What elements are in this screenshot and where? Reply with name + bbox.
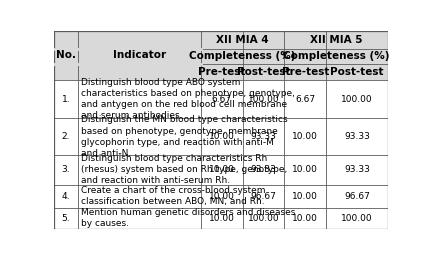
- Text: 93.33: 93.33: [343, 132, 369, 141]
- Text: 93.33: 93.33: [250, 132, 276, 141]
- Bar: [284, 118, 326, 155]
- Text: Distinguish blood type characteristics Rh
(rhesus) system based on Rh type, geno: Distinguish blood type characteristics R…: [80, 154, 286, 186]
- Text: 3.: 3.: [61, 166, 70, 175]
- Bar: [54, 80, 78, 118]
- Text: Post-test: Post-test: [329, 67, 383, 77]
- Bar: [284, 31, 326, 49]
- Text: 10.00: 10.00: [208, 132, 234, 141]
- Bar: [78, 64, 200, 80]
- Text: 10.00: 10.00: [292, 192, 317, 201]
- Bar: [54, 64, 78, 80]
- Bar: [54, 185, 78, 208]
- Bar: [326, 31, 387, 49]
- Bar: [54, 208, 78, 229]
- Bar: [284, 155, 326, 185]
- Bar: [242, 49, 284, 64]
- Text: 10.00: 10.00: [208, 166, 234, 175]
- Text: 96.67: 96.67: [343, 192, 369, 201]
- Text: 10.00: 10.00: [208, 192, 234, 201]
- Bar: [78, 155, 200, 185]
- Bar: [242, 118, 284, 155]
- Bar: [242, 64, 284, 80]
- Text: 100.00: 100.00: [247, 214, 279, 223]
- Bar: [200, 185, 242, 208]
- Text: 10.00: 10.00: [292, 132, 317, 141]
- Bar: [200, 31, 242, 49]
- Bar: [54, 49, 78, 64]
- Bar: [284, 49, 326, 64]
- Text: 10.00: 10.00: [208, 214, 234, 223]
- Text: 2.: 2.: [61, 132, 70, 141]
- Text: 6.67: 6.67: [295, 95, 315, 104]
- Text: Completeness (%): Completeness (%): [282, 51, 388, 61]
- Bar: [326, 118, 387, 155]
- Bar: [242, 80, 284, 118]
- Text: 1.: 1.: [61, 95, 70, 104]
- Text: Indicator: Indicator: [113, 50, 166, 60]
- Bar: [54, 118, 78, 155]
- Bar: [78, 118, 200, 155]
- Bar: [284, 208, 326, 229]
- Bar: [326, 185, 387, 208]
- Bar: [200, 80, 242, 118]
- Bar: [200, 155, 242, 185]
- Text: 93.33: 93.33: [250, 166, 276, 175]
- Bar: [242, 208, 284, 229]
- Bar: [54, 155, 78, 185]
- Text: 93.33: 93.33: [343, 166, 369, 175]
- Bar: [78, 31, 200, 49]
- Bar: [284, 80, 326, 118]
- Bar: [284, 185, 326, 208]
- Bar: [326, 80, 387, 118]
- Text: Pre-test: Pre-test: [197, 67, 245, 77]
- Text: XII MIA 5: XII MIA 5: [309, 35, 362, 45]
- Bar: [242, 31, 284, 49]
- Bar: [326, 208, 387, 229]
- Bar: [54, 31, 78, 49]
- Text: 10.00: 10.00: [292, 166, 317, 175]
- Text: 96.67: 96.67: [250, 192, 276, 201]
- Bar: [326, 64, 387, 80]
- Text: 100.00: 100.00: [341, 214, 372, 223]
- Bar: [200, 64, 242, 80]
- Text: Distinguish blood type ABO system
characteristics based on phenotype, genotype,
: Distinguish blood type ABO system charac…: [80, 78, 294, 120]
- Text: 4.: 4.: [61, 192, 70, 201]
- Bar: [326, 49, 387, 64]
- Bar: [200, 208, 242, 229]
- Text: 10.00: 10.00: [292, 214, 317, 223]
- Text: Distinguish the MN blood type characteristics
based on phenotype, genotype, memb: Distinguish the MN blood type characteri…: [80, 115, 286, 158]
- Bar: [326, 155, 387, 185]
- Bar: [200, 118, 242, 155]
- Text: 5.: 5.: [61, 214, 70, 223]
- Bar: [284, 64, 326, 80]
- Text: 100.00: 100.00: [247, 95, 279, 104]
- Bar: [200, 49, 242, 64]
- Text: XII MIA 4: XII MIA 4: [216, 35, 268, 45]
- Text: No.: No.: [56, 50, 76, 60]
- Bar: [242, 155, 284, 185]
- Bar: [78, 185, 200, 208]
- Text: Mention human genetic disorders and diseases
by causes.: Mention human genetic disorders and dise…: [80, 208, 294, 228]
- Text: 100.00: 100.00: [341, 95, 372, 104]
- Text: Post-test: Post-test: [236, 67, 289, 77]
- Text: 6.67: 6.67: [211, 95, 231, 104]
- Bar: [78, 49, 200, 64]
- Text: Completeness (%): Completeness (%): [189, 51, 295, 61]
- Text: Pre-test: Pre-test: [281, 67, 328, 77]
- Bar: [78, 80, 200, 118]
- Text: Create a chart of the cross-blood system
classification between ABO, MN, and Rh.: Create a chart of the cross-blood system…: [80, 186, 264, 206]
- Bar: [78, 208, 200, 229]
- Bar: [242, 185, 284, 208]
